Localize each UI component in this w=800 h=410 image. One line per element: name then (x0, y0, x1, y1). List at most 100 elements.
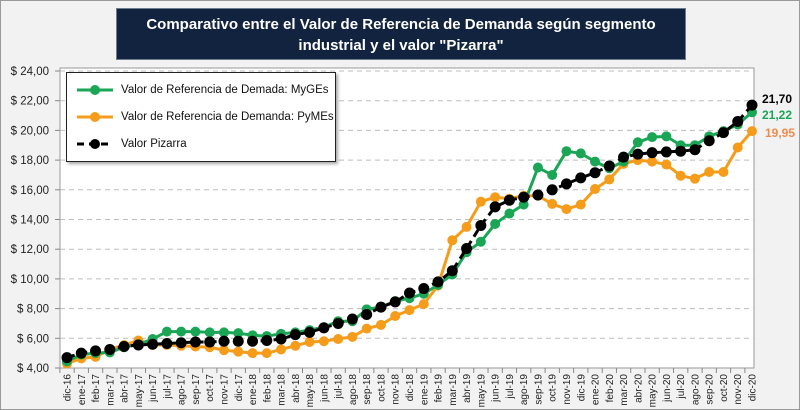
legend-label: Valor de Referencia de Demada: MyGEs (121, 84, 329, 96)
x-tick-label: feb-20 (605, 374, 616, 403)
data-point (704, 166, 715, 177)
x-tick-label: nov-18 (391, 374, 402, 405)
x-tick-label: mar-20 (619, 374, 630, 406)
data-point (432, 276, 444, 288)
data-point (189, 336, 201, 348)
data-point (318, 336, 329, 347)
x-tick-label: ago-20 (690, 374, 701, 406)
data-point (604, 174, 615, 185)
y-tick-label: $ 6,00 (17, 333, 49, 345)
data-point (489, 201, 501, 213)
data-point (675, 170, 686, 181)
data-point (161, 337, 173, 349)
data-point (547, 169, 558, 180)
data-point (732, 142, 743, 153)
data-point (603, 160, 615, 172)
data-point (104, 343, 116, 355)
x-tick-label: abr-20 (633, 374, 644, 403)
data-point (504, 208, 515, 219)
legend: Valor de Referencia de Demada: MyGEs Val… (66, 72, 336, 162)
x-tick-label: ago-17 (177, 374, 188, 406)
data-point (61, 352, 73, 364)
data-point (647, 156, 658, 167)
x-tick-label: dic-19 (576, 374, 587, 402)
data-point (361, 323, 372, 334)
data-point (118, 340, 130, 352)
data-point (689, 173, 700, 184)
y-tick-label: $ 22,00 (11, 96, 49, 108)
y-tick-label: $ 12,00 (11, 244, 49, 256)
x-tick-label: abr-17 (120, 374, 131, 403)
data-point (646, 147, 658, 159)
x-tick-label: ene-18 (248, 374, 259, 406)
x-tick-label: dic-18 (405, 374, 416, 402)
x-tick-label: jun-18 (319, 374, 330, 403)
data-point (561, 146, 572, 157)
legend-item-pizarra: Valor Pizarra (75, 135, 187, 153)
x-tick-label: may-17 (134, 374, 145, 408)
x-tick-label: ago-19 (519, 374, 530, 406)
data-point (161, 326, 172, 337)
data-point (518, 191, 530, 203)
data-point (661, 159, 672, 170)
data-point (247, 348, 258, 359)
data-point (560, 178, 572, 190)
x-tick-label: may-19 (476, 374, 487, 408)
x-tick-label: may-18 (305, 374, 316, 408)
data-point (347, 331, 358, 342)
end-label-pymes: 19,95 (765, 126, 796, 140)
x-tick-label: oct-19 (548, 374, 559, 402)
data-point (176, 326, 187, 337)
data-point (304, 337, 315, 348)
data-point (461, 221, 472, 232)
data-point (132, 339, 144, 351)
x-tick-label: nov-20 (733, 374, 744, 405)
data-point (590, 184, 601, 195)
x-tick-label: may-20 (648, 374, 659, 408)
data-point (717, 127, 729, 139)
data-point (275, 333, 287, 345)
x-tick-label: oct-18 (376, 374, 387, 402)
data-point (575, 172, 587, 184)
chart-title: Comparativo entre el Valor de Referencia… (116, 8, 686, 60)
x-tick-label: nov-17 (219, 374, 230, 405)
x-tick-label: oct-20 (719, 374, 730, 402)
x-tick-label: jul-20 (676, 374, 687, 400)
data-point (689, 144, 701, 156)
x-tick-label: mar-19 (448, 374, 459, 406)
data-point (732, 115, 744, 127)
legend-label: Valor Pizarra (121, 138, 187, 150)
data-point (304, 326, 316, 338)
data-point (546, 184, 558, 196)
x-tick-label: jun-20 (662, 374, 673, 403)
data-point (618, 151, 630, 163)
data-point (404, 287, 415, 299)
x-tick-label: feb-19 (434, 374, 445, 403)
data-point (346, 313, 358, 325)
data-point (218, 345, 229, 356)
x-tick-label: abr-18 (291, 374, 302, 403)
x-tick-label: dic-20 (748, 374, 759, 402)
x-tick-label: jun-19 (491, 374, 502, 403)
x-tick-label: ene-17 (77, 374, 88, 406)
x-tick-label: abr-19 (462, 374, 473, 403)
data-point (290, 340, 301, 351)
data-point (404, 305, 415, 316)
data-point (647, 132, 658, 143)
legend-item-pymes: Valor de Referencia de Demanda: PyMEs (75, 108, 334, 126)
x-tick-label: sep-17 (191, 374, 202, 405)
y-tick-label: $ 18,00 (11, 155, 49, 167)
x-tick-label: jul-19 (505, 374, 516, 400)
legend-marker-orange-icon (77, 112, 113, 122)
data-point (233, 328, 244, 339)
data-point (532, 189, 544, 201)
x-tick-label: nov-19 (562, 374, 573, 405)
data-point (518, 199, 529, 210)
end-label-pizarra: 21,70 (762, 92, 793, 106)
y-tick-label: $ 24,00 (11, 66, 49, 78)
x-tick-label: jul-18 (334, 374, 345, 400)
data-point (746, 99, 758, 111)
data-point (718, 166, 729, 177)
x-tick-label: mar-18 (277, 374, 288, 406)
x-tick-label: ago-18 (348, 374, 359, 406)
